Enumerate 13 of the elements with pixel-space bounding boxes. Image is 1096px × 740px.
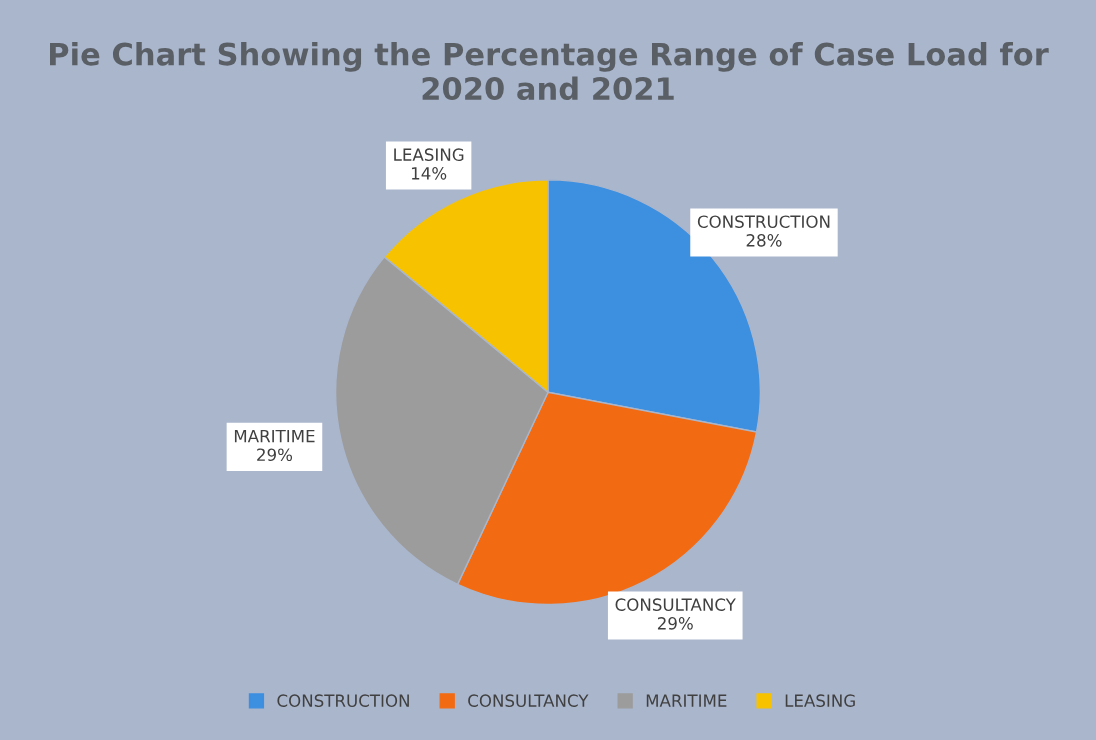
slice-label: LEASING — [394, 148, 464, 161]
chart-title: Pie Chart Showing the Percentage Range of Case Load for 2020 and 2021 — [50, 41, 1049, 101]
slice-label: CONSTRUCTION — [697, 215, 830, 228]
legend-label: LEASING — [785, 694, 855, 707]
data-label: 29% — [657, 617, 693, 630]
legend-label: CONSULTANCY — [468, 694, 589, 707]
slice-label: MARITIME — [234, 429, 315, 443]
legend-label: CONSTRUCTION — [277, 694, 409, 707]
data-label: 14% — [411, 167, 447, 180]
data-label: 28% — [746, 234, 782, 247]
slice-label: CONSULTANCY — [615, 598, 736, 611]
legend-label: MARITIME — [646, 694, 727, 707]
data-label: 29% — [257, 448, 293, 462]
